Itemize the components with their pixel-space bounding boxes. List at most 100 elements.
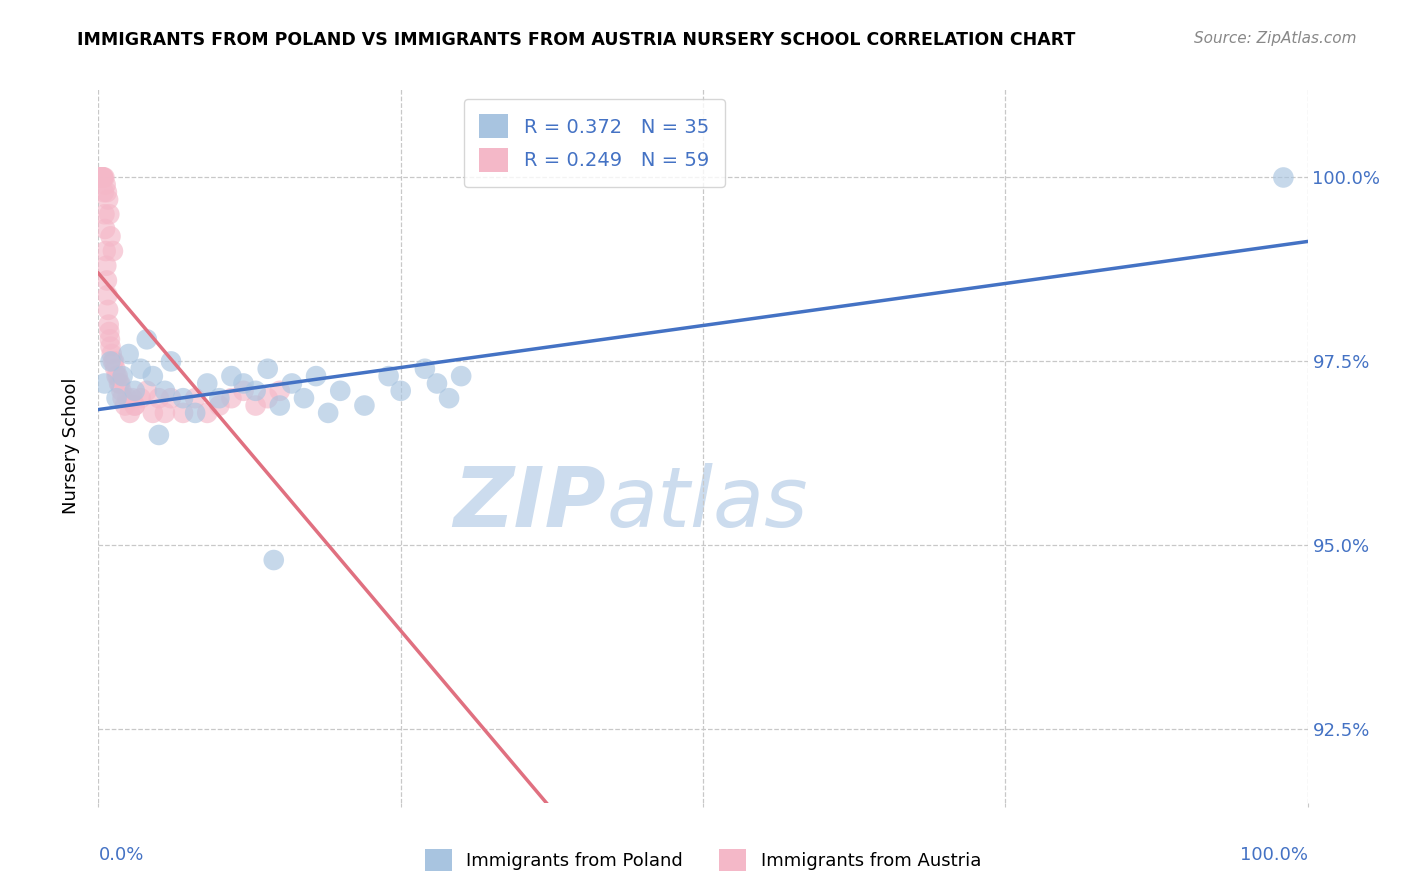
Point (96, 259, 118, 273)
Point (103, 354, 125, 368)
Point (208, 399, 231, 413)
Point (450, 369, 472, 384)
Point (245, 384, 267, 398)
Point (426, 376, 449, 391)
Point (256, 361, 278, 376)
Point (245, 399, 267, 413)
Point (111, 391, 134, 405)
Point (184, 406, 207, 420)
Point (108, 376, 131, 391)
Point (93, 376, 115, 391)
Point (97, 193, 120, 207)
Point (100, 229, 122, 244)
Point (148, 391, 170, 405)
Point (184, 391, 207, 405)
Point (111, 369, 134, 384)
Point (98, 207, 121, 221)
Point (256, 391, 278, 405)
Point (148, 428, 170, 442)
Point (93, 185, 115, 199)
Point (305, 369, 328, 384)
Point (96, 185, 118, 199)
Point (101, 354, 124, 368)
Point (232, 384, 254, 398)
Point (97, 318, 120, 332)
Point (124, 399, 146, 413)
Point (153, 384, 176, 398)
Y-axis label: Nursery School: Nursery School (62, 377, 80, 515)
Point (114, 399, 136, 413)
Point (160, 354, 183, 368)
Point (98, 325, 121, 339)
Point (97, 302, 120, 317)
Point (96, 273, 118, 287)
Point (89, 170, 111, 185)
Point (121, 391, 143, 405)
Point (172, 391, 194, 405)
Point (160, 391, 183, 405)
Point (129, 391, 152, 405)
Text: ZIP: ZIP (454, 463, 606, 543)
Point (90, 170, 112, 185)
Point (142, 369, 165, 384)
Point (98, 332, 121, 346)
Legend: Immigrants from Poland, Immigrants from Austria: Immigrants from Poland, Immigrants from … (418, 842, 988, 879)
Text: IMMIGRANTS FROM POLAND VS IMMIGRANTS FROM AUSTRIA NURSERY SCHOOL CORRELATION CHA: IMMIGRANTS FROM POLAND VS IMMIGRANTS FRO… (77, 31, 1076, 49)
Point (96, 288, 118, 302)
Point (94, 178, 117, 192)
Text: 0.0%: 0.0% (98, 846, 143, 863)
Point (135, 332, 157, 346)
Point (316, 406, 339, 420)
Point (292, 391, 315, 405)
Point (142, 406, 165, 420)
Point (389, 384, 412, 398)
Point (93, 207, 115, 221)
Point (110, 384, 132, 398)
Point (89, 170, 111, 185)
Point (101, 244, 124, 258)
Point (118, 406, 141, 420)
Point (94, 244, 117, 258)
Point (118, 347, 141, 361)
Point (221, 369, 243, 384)
Point (153, 406, 176, 420)
Point (100, 354, 122, 368)
Point (221, 391, 243, 405)
Point (129, 361, 152, 376)
Point (269, 384, 291, 398)
Point (105, 391, 128, 405)
Point (91, 170, 114, 185)
Point (413, 361, 436, 376)
Point (195, 406, 218, 420)
Point (108, 376, 131, 391)
Point (117, 391, 139, 405)
Point (269, 399, 291, 413)
Point (107, 369, 129, 384)
Point (1272, 170, 1295, 185)
Point (100, 340, 122, 354)
Point (105, 369, 128, 384)
Legend: R = 0.372   N = 35, R = 0.249   N = 59: R = 0.372 N = 35, R = 0.249 N = 59 (464, 99, 724, 187)
Point (281, 376, 304, 391)
Point (93, 170, 115, 185)
Point (437, 391, 460, 405)
Point (172, 406, 194, 420)
Point (329, 384, 352, 398)
Point (377, 369, 399, 384)
Point (100, 347, 122, 361)
Point (353, 399, 375, 413)
Point (94, 222, 117, 236)
Point (263, 553, 285, 567)
Point (90, 170, 112, 185)
Point (124, 384, 146, 398)
Text: 100.0%: 100.0% (1240, 846, 1308, 863)
Point (104, 361, 127, 376)
Point (208, 391, 231, 405)
Point (195, 376, 218, 391)
Point (91, 170, 114, 185)
Text: Source: ZipAtlas.com: Source: ZipAtlas.com (1194, 31, 1357, 46)
Point (124, 399, 146, 413)
Point (91, 170, 114, 185)
Point (135, 384, 157, 398)
Point (91, 170, 114, 185)
